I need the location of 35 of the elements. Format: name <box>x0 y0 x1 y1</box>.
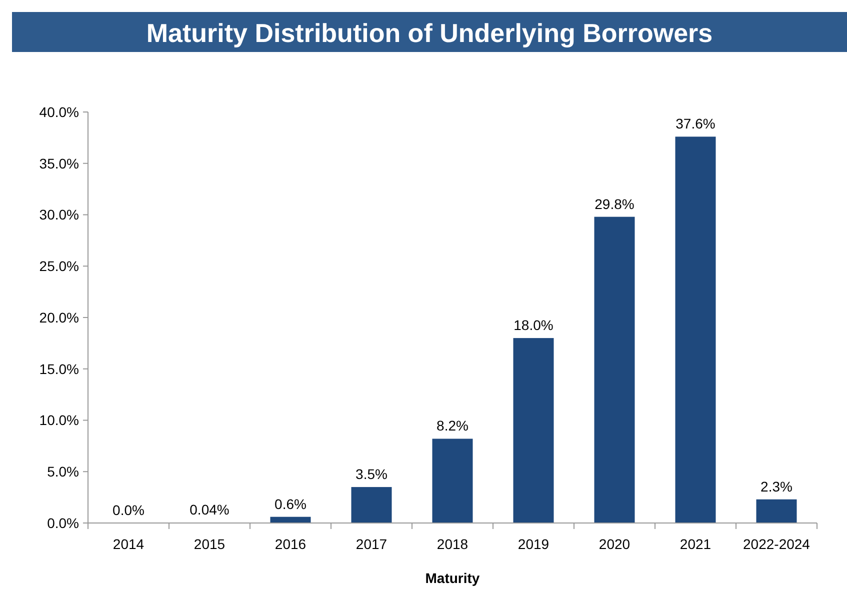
x-tick-label: 2019 <box>518 536 550 552</box>
x-tick-label: 2017 <box>356 536 388 552</box>
bar <box>351 487 392 523</box>
x-tick-label: 2015 <box>194 536 226 552</box>
x-tick-label: 2022-2024 <box>743 536 810 552</box>
data-label: 18.0% <box>514 317 554 334</box>
data-label: 0.6% <box>274 496 306 512</box>
y-tick-label: 15.0% <box>39 360 79 377</box>
data-label: 37.6% <box>676 116 716 132</box>
data-label: 3.5% <box>356 466 388 482</box>
bar <box>756 499 797 523</box>
y-tick-label: 5.0% <box>47 464 79 480</box>
y-tick-label: 10.0% <box>39 412 79 428</box>
bar <box>513 338 554 523</box>
x-tick-label: 2016 <box>274 536 306 552</box>
bar <box>594 216 635 523</box>
x-tick-label: 2018 <box>436 536 468 552</box>
data-label: 2.3% <box>760 478 792 494</box>
bar <box>675 136 716 523</box>
x-axis-title: Maturity <box>425 570 480 586</box>
data-label: 0.0% <box>112 502 144 518</box>
chart-title: Maturity Distribution of Underlying Borrowers <box>146 18 713 48</box>
data-label: 0.04% <box>190 502 230 518</box>
x-tick-label: 2020 <box>598 536 630 552</box>
y-tick-label: 20.0% <box>39 309 79 326</box>
y-tick-label: 0.0% <box>47 514 79 531</box>
y-tick-label: 25.0% <box>39 258 79 274</box>
y-tick-label: 35.0% <box>39 155 79 172</box>
x-tick-label: 2014 <box>112 536 144 552</box>
bar <box>432 438 473 523</box>
data-label: 8.2% <box>436 418 468 434</box>
x-tick-label: 2021 <box>680 536 712 552</box>
y-tick-label: 40.0% <box>39 104 79 120</box>
data-label: 29.8% <box>594 196 634 212</box>
y-tick-label: 30.0% <box>39 206 79 223</box>
